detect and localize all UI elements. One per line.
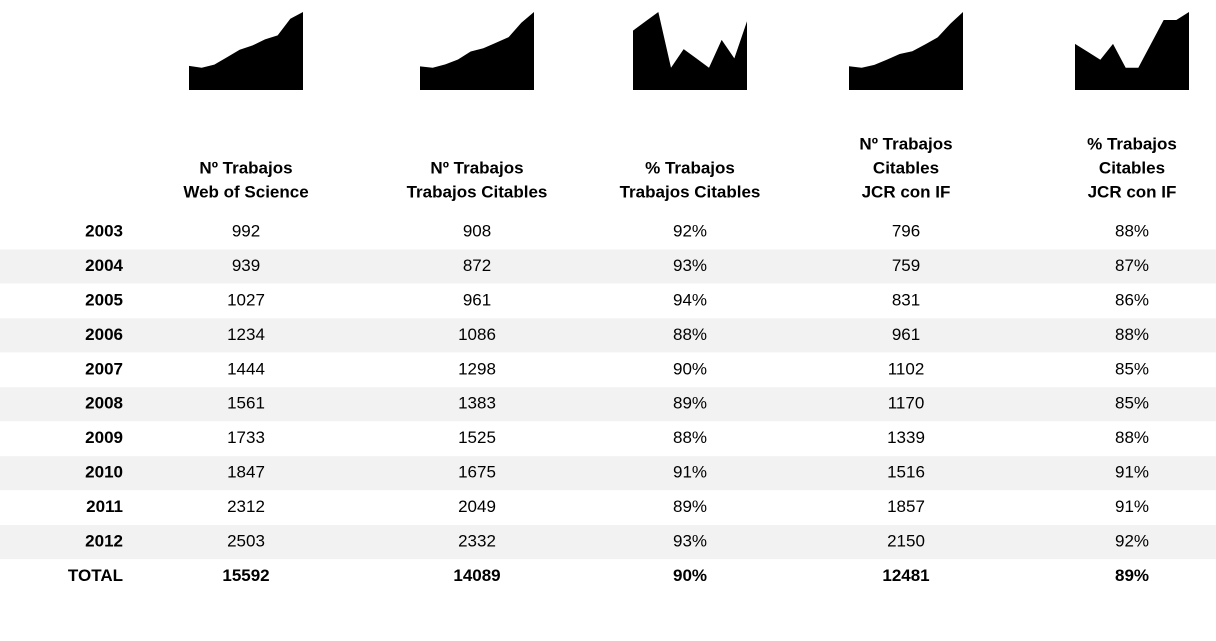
column-header: Nº Trabajos (430, 158, 523, 177)
cell: 87% (1115, 256, 1149, 275)
row-band (0, 456, 1216, 491)
total-label: TOTAL (68, 566, 123, 585)
cell: 91% (1115, 497, 1149, 516)
year-label: 2008 (85, 394, 123, 413)
cell: 2049 (458, 497, 496, 516)
cell: 1170 (888, 394, 925, 413)
cell: 1102 (888, 359, 925, 378)
cell: 1444 (227, 359, 265, 378)
year-label: 2006 (85, 325, 123, 344)
column-header: Citables (873, 158, 939, 177)
cell: 1847 (227, 463, 265, 482)
cell: 1298 (458, 359, 496, 378)
total-cell: 12481 (882, 566, 929, 585)
column-header: Citables (1099, 158, 1165, 177)
year-label: 2010 (85, 463, 123, 482)
sparkline (420, 12, 534, 90)
cell: 908 (463, 221, 491, 240)
cell: 88% (1115, 325, 1149, 344)
year-label: 2003 (85, 221, 123, 240)
cell: 796 (892, 221, 920, 240)
cell: 831 (892, 290, 920, 309)
cell: 1027 (227, 290, 265, 309)
cell: 91% (673, 463, 707, 482)
cell: 88% (673, 428, 707, 447)
cell: 89% (673, 497, 707, 516)
cell: 759 (892, 256, 920, 275)
cell: 961 (463, 290, 491, 309)
cell: 872 (463, 256, 491, 275)
column-header: JCR con IF (862, 182, 951, 201)
row-band (0, 525, 1216, 560)
cell: 88% (1115, 428, 1149, 447)
year-label: 2012 (85, 532, 123, 551)
column-header: Nº Trabajos (199, 158, 292, 177)
cell: 1561 (227, 394, 265, 413)
cell: 93% (673, 256, 707, 275)
sparkline (1075, 12, 1189, 90)
cell: 2503 (227, 532, 265, 551)
cell: 88% (673, 325, 707, 344)
column-header: Trabajos Citables (407, 182, 548, 201)
cell: 1857 (887, 497, 925, 516)
year-label: 2004 (85, 256, 123, 275)
cell: 91% (1115, 463, 1149, 482)
column-header: Nº Trabajos (859, 134, 952, 153)
cell: 2150 (887, 532, 925, 551)
cell: 85% (1115, 359, 1149, 378)
cell: 961 (892, 325, 920, 344)
total-cell: 89% (1115, 566, 1149, 585)
cell: 1516 (887, 463, 925, 482)
cell: 93% (673, 532, 707, 551)
sparkline (189, 12, 303, 90)
cell: 1525 (458, 428, 496, 447)
year-label: 2009 (85, 428, 123, 447)
cell: 88% (1115, 221, 1149, 240)
total-cell: 90% (673, 566, 707, 585)
cell: 85% (1115, 394, 1149, 413)
cell: 939 (232, 256, 260, 275)
total-cell: 14089 (453, 566, 500, 585)
cell: 90% (673, 359, 707, 378)
sparkline (849, 12, 963, 90)
total-cell: 15592 (222, 566, 269, 585)
cell: 1234 (227, 325, 265, 344)
cell: 2312 (227, 497, 265, 516)
cell: 2332 (458, 532, 496, 551)
year-label: 2005 (85, 290, 123, 309)
cell: 1086 (458, 325, 496, 344)
cell: 89% (673, 394, 707, 413)
year-label: 2007 (85, 359, 123, 378)
sparkline (633, 12, 747, 90)
cell: 992 (232, 221, 260, 240)
cell: 1675 (458, 463, 496, 482)
column-header: % Trabajos (1087, 134, 1177, 153)
row-band (0, 318, 1216, 353)
cell: 92% (673, 221, 707, 240)
column-header: % Trabajos (645, 158, 735, 177)
column-header: Trabajos Citables (620, 182, 761, 201)
cell: 86% (1115, 290, 1149, 309)
row-band (0, 249, 1216, 284)
cell: 92% (1115, 532, 1149, 551)
row-band (0, 387, 1216, 422)
cell: 1339 (887, 428, 925, 447)
cell: 94% (673, 290, 707, 309)
cell: 1383 (458, 394, 496, 413)
column-header: JCR con IF (1088, 182, 1177, 201)
column-header: Web of Science (183, 182, 308, 201)
cell: 1733 (227, 428, 265, 447)
year-label: 2011 (86, 497, 123, 516)
